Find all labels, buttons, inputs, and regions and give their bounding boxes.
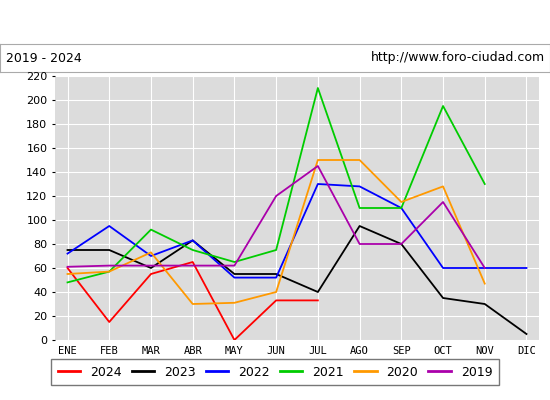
Text: http://www.foro-ciudad.com: http://www.foro-ciudad.com — [370, 52, 544, 64]
Text: Evolucion Nº Turistas Nacionales en el municipio de Barjas: Evolucion Nº Turistas Nacionales en el m… — [46, 15, 504, 29]
Text: 2019 - 2024: 2019 - 2024 — [6, 52, 81, 64]
Legend: 2024, 2023, 2022, 2021, 2020, 2019: 2024, 2023, 2022, 2021, 2020, 2019 — [51, 359, 499, 385]
